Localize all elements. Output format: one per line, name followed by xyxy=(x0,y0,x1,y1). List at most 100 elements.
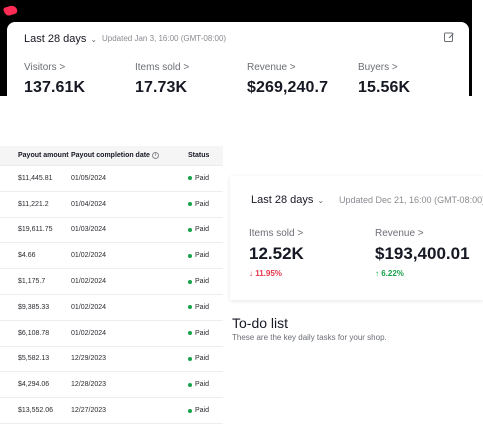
info-icon[interactable]: i xyxy=(151,152,159,159)
payout-status: Paid xyxy=(188,252,223,259)
metric-label: Buyers > xyxy=(358,62,398,73)
table-row[interactable]: $9,385.33 01/02/2024 Paid xyxy=(0,295,223,321)
updated-timestamp: Updated Jan 3, 16:00 (GMT-08:00) xyxy=(102,34,227,43)
status-label: Paid xyxy=(195,174,210,182)
status-dot-icon xyxy=(188,382,192,387)
status-dot-icon xyxy=(188,279,192,284)
table-row[interactable]: $11,221.2 01/04/2024 Paid xyxy=(0,192,223,218)
metric-value: 137.61K xyxy=(24,79,86,96)
metric-value: 17.73K xyxy=(135,79,188,96)
status-label: Paid xyxy=(195,407,210,415)
status-label: Paid xyxy=(195,200,210,208)
dashboard-stats-panel-secondary: Last 28 days ⌄ Updated Dec 21, 16:00 (GM… xyxy=(230,176,483,351)
brand-logo-icon xyxy=(2,4,19,17)
payout-status: Paid xyxy=(188,226,223,233)
metric-label: Items sold > xyxy=(249,228,304,239)
payout-amount: $6,108.78 xyxy=(18,329,50,337)
payout-amount: $11,445.81 xyxy=(18,174,53,182)
metric-visitors[interactable]: Visitors > 137.61K xyxy=(24,62,85,96)
date-range-selector[interactable]: Last 28 days ⌄ xyxy=(24,33,97,45)
metric-value: $193,400.01 xyxy=(375,244,470,263)
payout-date: 01/02/2024 xyxy=(71,329,107,337)
status-label: Paid xyxy=(195,252,210,260)
chevron-down-icon: ⌄ xyxy=(317,195,325,205)
status-label: Paid xyxy=(195,226,210,234)
status-label: Paid xyxy=(195,381,210,389)
payout-amount: $9,385.33 xyxy=(18,303,50,311)
status-dot-icon xyxy=(188,176,192,181)
payout-date: 01/02/2024 xyxy=(71,252,107,260)
payout-status: Paid xyxy=(188,304,223,311)
status-dot-icon xyxy=(188,227,192,232)
updated-timestamp: Updated Dec 21, 16:00 (GMT-08:00) xyxy=(339,195,483,205)
table-row[interactable]: $19,611.75 01/03/2024 Paid xyxy=(0,218,223,244)
metric-buyers[interactable]: Buyers > 15.56K xyxy=(358,62,410,96)
metric-value: $269,240.7 xyxy=(247,79,329,96)
header-payout-amount: Payout amount xyxy=(18,152,69,159)
status-dot-icon xyxy=(188,408,192,413)
status-label: Paid xyxy=(195,329,210,337)
payout-status: Paid xyxy=(188,381,223,388)
payout-amount: $1,175.7 xyxy=(18,278,46,286)
status-dot-icon xyxy=(188,305,192,310)
metric-label: Items sold > xyxy=(135,62,190,73)
status-label: Paid xyxy=(195,303,210,311)
metric-change: ↓ 11.95% xyxy=(249,269,282,278)
table-row[interactable]: $1,175.7 01/02/2024 Paid xyxy=(0,269,223,295)
payout-date: 01/04/2024 xyxy=(71,200,107,208)
payout-date: 12/29/2023 xyxy=(71,355,107,363)
header-status: Status xyxy=(188,152,210,159)
payout-amount: $19,611.75 xyxy=(18,226,53,234)
metric-revenue[interactable]: Revenue > $269,240.7 xyxy=(247,62,328,96)
payout-date: 01/03/2024 xyxy=(71,226,107,234)
table-row[interactable]: $4,294.06 12/28/2023 Paid xyxy=(0,372,223,399)
payout-status: Paid xyxy=(188,175,223,182)
metric-label: Revenue > xyxy=(375,228,424,239)
payout-amount: $4.66 xyxy=(18,252,36,260)
todo-title: To-do list xyxy=(232,315,289,331)
table-row[interactable]: $11,445.81 01/05/2024 Paid xyxy=(0,166,223,192)
status-dot-icon xyxy=(188,356,192,361)
stats-card: Last 28 days ⌄ Updated Jan 3, 16:00 (GMT… xyxy=(7,22,469,96)
payout-date: 01/02/2024 xyxy=(71,278,107,286)
payout-date: 12/27/2023 xyxy=(71,407,107,415)
stats-card: Last 28 days ⌄ Updated Dec 21, 16:00 (GM… xyxy=(230,176,483,300)
payout-date: 12/28/2023 xyxy=(71,381,107,389)
payouts-table: Payout amount Payout completion date i S… xyxy=(0,146,223,428)
metric-label: Visitors > xyxy=(24,62,66,73)
payout-amount: $11,221.2 xyxy=(18,200,49,208)
status-dot-icon xyxy=(188,331,192,336)
metric-items-sold[interactable]: Items sold > 17.73K xyxy=(135,62,189,96)
status-dot-icon xyxy=(188,202,192,207)
payout-status: Paid xyxy=(188,355,223,362)
todo-subtitle: These are the key daily tasks for your s… xyxy=(232,333,387,342)
status-label: Paid xyxy=(195,278,210,286)
date-range-label: Last 28 days xyxy=(24,33,87,45)
payout-date: 01/02/2024 xyxy=(71,303,107,311)
table-row[interactable]: $13,552.06 12/27/2023 Paid xyxy=(0,398,223,424)
table-row[interactable]: $4.66 01/02/2024 Paid xyxy=(0,243,223,270)
edit-icon[interactable] xyxy=(443,31,455,43)
metric-revenue[interactable]: Revenue > $193,400.01 ↑ 6.22% xyxy=(375,228,470,278)
metric-items-sold[interactable]: Items sold > 12.52K ↓ 11.95% xyxy=(249,228,304,278)
table-row[interactable]: $6,108.78 01/02/2024 Paid xyxy=(0,321,223,347)
metric-value: 15.56K xyxy=(358,79,411,96)
payout-date: 01/05/2024 xyxy=(71,174,107,182)
dashboard-stats-panel-top: Last 28 days ⌄ Updated Jan 3, 16:00 (GMT… xyxy=(0,0,472,96)
metric-label: Revenue > xyxy=(247,62,296,73)
table-row[interactable]: $5,582.13 12/29/2023 Paid xyxy=(0,347,223,373)
payout-status: Paid xyxy=(188,330,223,337)
payout-amount: $5,582.13 xyxy=(18,355,50,363)
date-range-selector[interactable]: Last 28 days ⌄ xyxy=(251,194,324,206)
payout-status: Paid xyxy=(188,278,223,285)
date-range-label: Last 28 days xyxy=(251,194,314,206)
payout-status: Paid xyxy=(188,407,223,414)
table-header: Payout amount Payout completion date i S… xyxy=(0,146,223,166)
payout-amount: $13,552.06 xyxy=(18,407,54,415)
status-dot-icon xyxy=(188,253,192,258)
chevron-down-icon: ⌄ xyxy=(90,35,98,44)
payout-status: Paid xyxy=(188,201,223,208)
payout-amount: $4,294.06 xyxy=(18,381,50,389)
header-payout-date: Payout completion date i xyxy=(71,152,188,159)
status-label: Paid xyxy=(195,355,210,363)
